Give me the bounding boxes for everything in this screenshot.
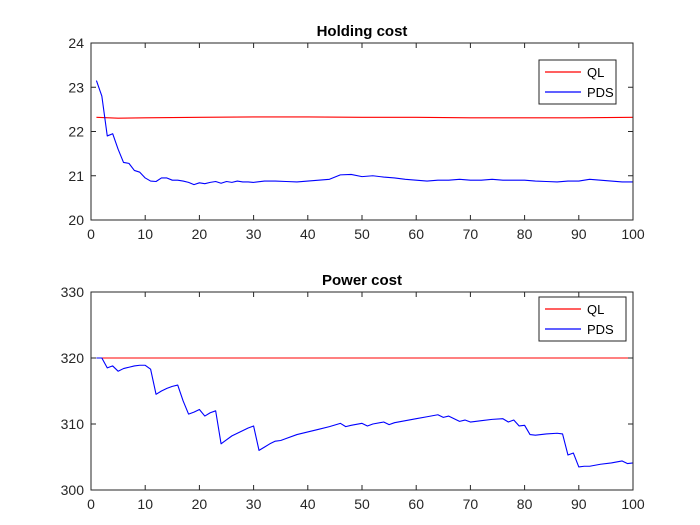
legend-box [538,59,617,105]
x-tick-label: 40 [300,226,316,242]
x-tick-label: 60 [408,496,424,512]
x-tick-label: 50 [354,496,370,512]
y-tick-label: 320 [61,350,85,366]
x-tick-label: 80 [517,496,533,512]
chart-2: 0 10 20 30 40 50 60 70 80 90 100 300 310 320 330 Power … [61,272,645,512]
x-tick-label: 100 [621,226,645,242]
x-tick-label: 60 [408,226,424,242]
y-tick-label: 310 [61,416,85,432]
legend-label-ql: QL [587,65,604,80]
legend-label-pds: PDS [587,322,614,337]
chart-title: Holding cost [317,23,408,40]
legend-box [538,296,627,342]
y-tick-label: 21 [68,168,84,184]
x-tick-label: 10 [137,226,153,242]
chart-1: 0 10 20 30 40 50 60 70 80 90 100 20 21 22 23 24 Holding … [68,23,644,242]
x-tick-label: 20 [192,226,208,242]
x-tick-label: 20 [192,496,208,512]
y-tick-label: 24 [68,35,84,51]
x-tick-label: 90 [571,226,587,242]
y-tick-label: 23 [68,79,84,95]
legend-label-pds: PDS [587,85,614,100]
x-tick-label: 90 [571,496,587,512]
y-tick-label: 300 [61,482,85,498]
x-tick-label: 0 [87,496,95,512]
y-tick-label: 22 [68,124,84,140]
legend: QL PDS [538,59,617,105]
x-tick-label: 30 [246,226,262,242]
y-tick-label: 20 [68,212,84,228]
series-line-pds [95,80,633,186]
x-tick-label: 40 [300,496,316,512]
x-tick-label: 70 [463,496,479,512]
y-tick-label: 330 [61,284,85,300]
x-tick-label: 70 [463,226,479,242]
x-tick-label: 30 [246,496,262,512]
series-line-ql [96,116,634,119]
x-tick-label: 100 [621,496,645,512]
legend: QL PDS [538,296,627,342]
series-line-pds [96,357,634,468]
legend-label-ql: QL [587,302,604,317]
x-tick-label: 80 [517,226,533,242]
x-tick-label: 0 [87,226,95,242]
chart-title: Power cost [322,272,402,289]
x-tick-label: 50 [354,226,370,242]
x-tick-label: 10 [137,496,153,512]
